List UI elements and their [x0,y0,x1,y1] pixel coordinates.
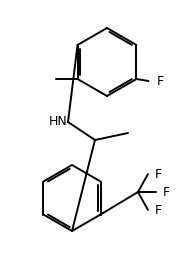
Text: F: F [156,75,164,88]
Text: F: F [155,204,162,217]
Text: F: F [163,185,170,198]
Text: HN: HN [48,114,67,127]
Text: F: F [155,168,162,181]
